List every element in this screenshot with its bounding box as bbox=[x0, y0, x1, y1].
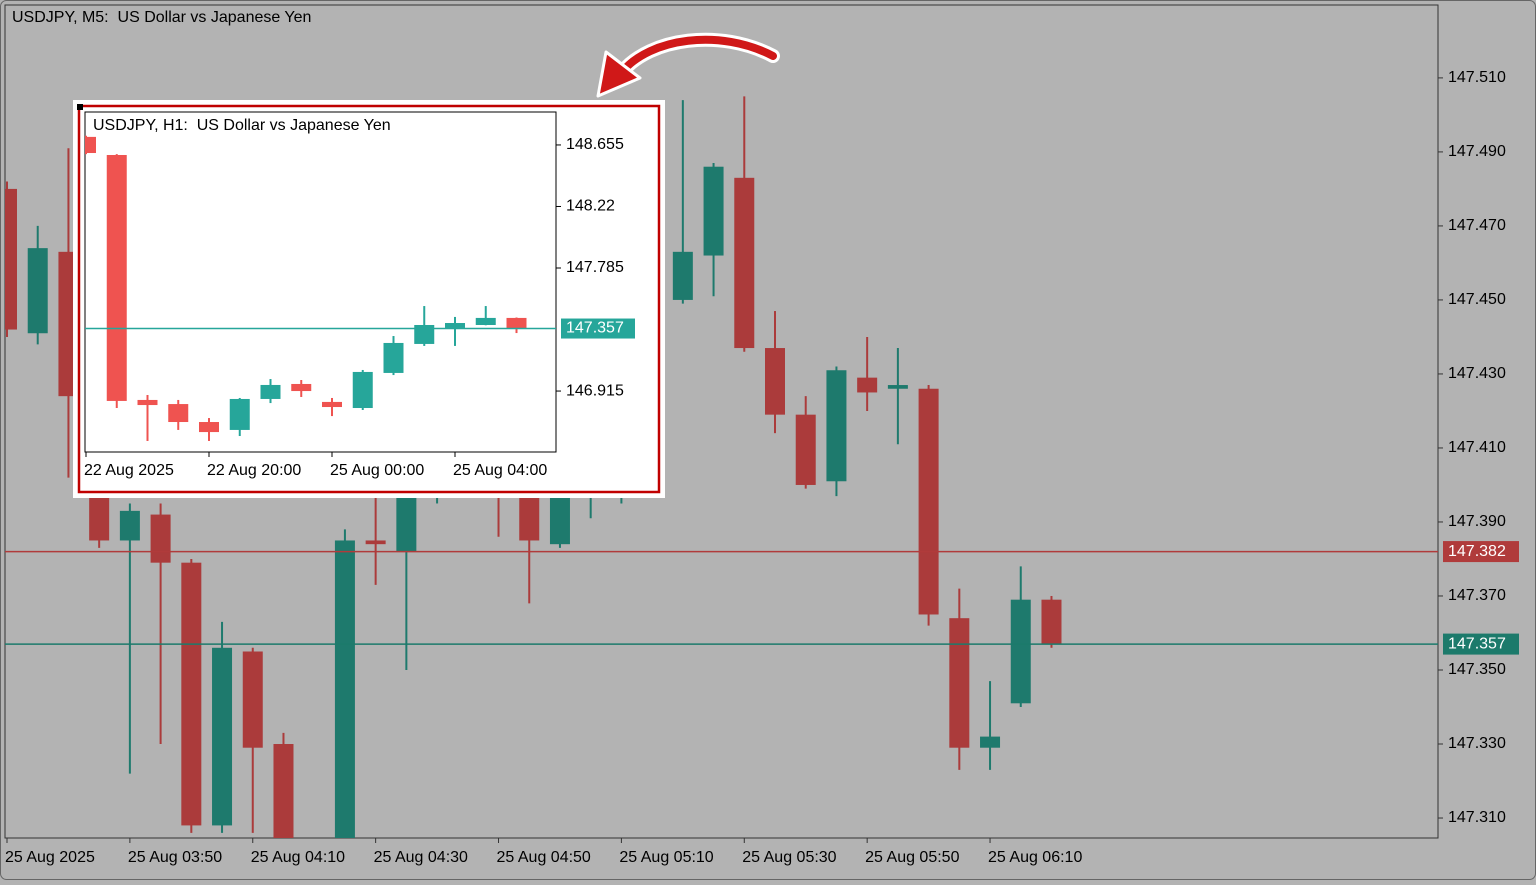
price-label: 147.357 bbox=[1448, 635, 1506, 652]
candle-body bbox=[826, 370, 847, 482]
y-tick-label: 146.915 bbox=[566, 382, 624, 399]
candle-body bbox=[949, 618, 970, 748]
candle-body bbox=[506, 317, 527, 329]
candle-body bbox=[291, 383, 312, 392]
price-label-box bbox=[1443, 633, 1519, 655]
x-tick-label: 25 Aug 03:50 bbox=[128, 849, 222, 866]
y-tick-label: 147.330 bbox=[1448, 735, 1506, 752]
y-tick-label: 147.410 bbox=[1448, 439, 1506, 456]
x-tick-label: 22 Aug 2025 bbox=[84, 462, 174, 479]
x-tick-label: 25 Aug 05:10 bbox=[619, 849, 713, 866]
main-chart: 147.510 147.490 147.470 147.450 147.430 147.4… bbox=[5, 9, 1519, 866]
inset-plot-area bbox=[84, 111, 557, 453]
chart-title: USDJPY, H1: US Dollar vs Japanese Yen bbox=[93, 117, 391, 134]
y-tick-label: 147.470 bbox=[1448, 217, 1506, 234]
price-label: 147.382 bbox=[1448, 543, 1506, 560]
candle-body bbox=[352, 371, 373, 409]
candle-body bbox=[334, 540, 355, 838]
x-tick-label: 25 Aug 2025 bbox=[5, 849, 95, 866]
y-tick-label: 147.430 bbox=[1448, 365, 1506, 382]
candle-body bbox=[137, 399, 158, 406]
candle-body bbox=[857, 377, 878, 393]
candle-body bbox=[322, 401, 342, 408]
candle-body bbox=[703, 166, 724, 256]
candle-body bbox=[475, 317, 496, 325]
candle-body bbox=[273, 744, 294, 838]
plot bbox=[85, 135, 556, 441]
candle-body bbox=[260, 384, 281, 399]
y-tick-label: 148.22 bbox=[566, 198, 615, 215]
x-tick-label: 25 Aug 04:00 bbox=[453, 462, 547, 479]
candle-body bbox=[445, 323, 465, 328]
price-label-box bbox=[1443, 541, 1519, 563]
candle-body bbox=[242, 651, 263, 748]
price-label-box bbox=[561, 318, 635, 339]
inset-chart: 148.655 148.22 147.785 146.915 22 Aug 2025 22… bbox=[84, 117, 635, 479]
x-tick-label: 25 Aug 05:50 bbox=[865, 849, 959, 866]
candle-body bbox=[199, 422, 219, 433]
x-tick-label: 25 Aug 04:10 bbox=[251, 849, 345, 866]
y-tick-label: 147.390 bbox=[1448, 513, 1506, 530]
candle-body bbox=[396, 492, 417, 552]
candle-body bbox=[5, 188, 17, 330]
y-tick-label: 147.350 bbox=[1448, 661, 1506, 678]
x-tick-label: 25 Aug 05:30 bbox=[742, 849, 836, 866]
candle-body bbox=[85, 136, 96, 154]
candle-body bbox=[734, 177, 755, 349]
y-tick-label: 147.785 bbox=[566, 259, 624, 276]
chart-title: USDJPY, M5: US Dollar vs Japanese Yen bbox=[12, 9, 311, 26]
x-tick-label: 22 Aug 20:00 bbox=[207, 462, 301, 479]
inset-corner bbox=[77, 104, 83, 110]
y-tick-label: 147.510 bbox=[1448, 69, 1506, 86]
y-tick-label: 147.450 bbox=[1448, 291, 1506, 308]
candle-body bbox=[672, 251, 693, 300]
candle-body bbox=[365, 540, 386, 545]
candle-body bbox=[765, 348, 785, 415]
candle-body bbox=[106, 154, 127, 401]
x-tick-label: 25 Aug 04:50 bbox=[497, 849, 591, 866]
arrow-head bbox=[596, 50, 642, 98]
x-tick-label: 25 Aug 00:00 bbox=[330, 462, 424, 479]
price-label: 147.357 bbox=[566, 320, 624, 337]
candle-body bbox=[229, 398, 250, 430]
candle-body bbox=[150, 514, 171, 563]
x-tick-label: 25 Aug 04:30 bbox=[374, 849, 468, 866]
candle-body bbox=[918, 388, 939, 615]
candle-body bbox=[212, 647, 233, 826]
y-tick-label: 147.370 bbox=[1448, 587, 1506, 604]
x-tick-label: 25 Aug 06:10 bbox=[988, 849, 1082, 866]
candle-body bbox=[168, 404, 189, 423]
candle-body bbox=[181, 562, 202, 826]
candle-body bbox=[795, 414, 816, 485]
candle-body bbox=[27, 248, 48, 334]
candle-body bbox=[119, 510, 140, 541]
candle-body bbox=[519, 484, 540, 541]
arrow bbox=[618, 35, 777, 76]
candle-body bbox=[383, 342, 404, 373]
y-tick-label: 147.490 bbox=[1448, 143, 1506, 160]
candle-body bbox=[1041, 599, 1062, 645]
candle-body bbox=[887, 385, 908, 389]
candle-body bbox=[980, 736, 1001, 748]
candle-body bbox=[414, 324, 435, 344]
candle-body bbox=[1010, 599, 1031, 704]
y-tick-label: 148.655 bbox=[566, 136, 624, 153]
y-tick-label: 147.310 bbox=[1448, 809, 1506, 826]
